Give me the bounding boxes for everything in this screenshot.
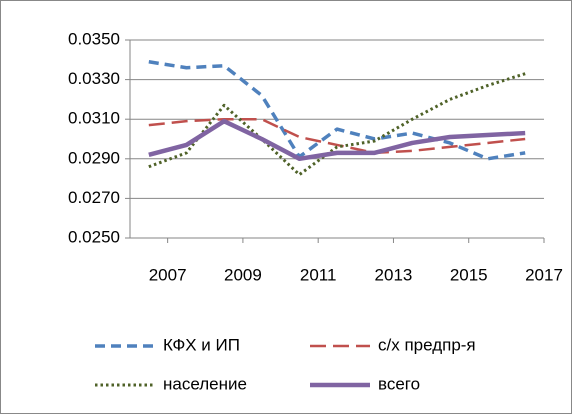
y-tick-label: 0.0290 xyxy=(68,148,120,167)
x-tick-label: 2007 xyxy=(149,265,187,284)
x-tick-label: 2009 xyxy=(224,265,262,284)
series-line xyxy=(148,117,526,155)
x-tick-label: 2015 xyxy=(450,265,488,284)
legend-label: население xyxy=(163,374,247,393)
x-tick-label: 2017 xyxy=(525,265,563,284)
series-line xyxy=(148,118,526,162)
x-tick-label: 2011 xyxy=(300,265,337,284)
y-tick-label: 0.0310 xyxy=(68,109,120,128)
legend-label: всего xyxy=(378,374,420,393)
series-line xyxy=(148,72,526,177)
legend-label: с/х предпр-я xyxy=(378,335,476,354)
series-line xyxy=(148,60,526,161)
y-tick-label: 0.0250 xyxy=(68,227,120,246)
y-tick-label: 0.0270 xyxy=(68,188,120,207)
y-tick-label: 0.0330 xyxy=(68,69,120,88)
x-tick-label: 2013 xyxy=(375,265,413,284)
legend-label: КФХ и ИП xyxy=(163,335,240,354)
y-tick-label: 0.0350 xyxy=(68,29,120,48)
